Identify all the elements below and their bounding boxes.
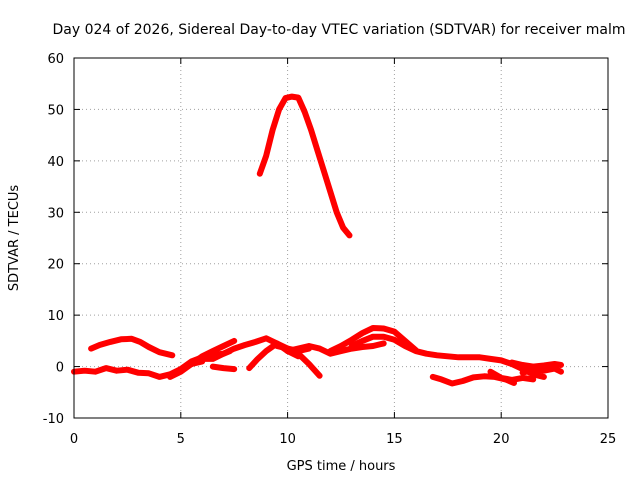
y-tick-label: -10 [43, 412, 64, 427]
x-axis-label: GPS time / hours [287, 459, 396, 474]
x-tick-label: 10 [279, 432, 296, 447]
data-series [71, 93, 564, 387]
series-track-peak [256, 93, 353, 239]
y-tick-label: 30 [47, 206, 64, 221]
y-tick-label: 0 [56, 361, 64, 376]
y-tick-labels: -10 0 10 20 30 40 50 60 [43, 52, 64, 427]
series-track-9 [284, 340, 387, 357]
y-tick-label: 20 [47, 258, 64, 273]
y-tick-label: 50 [47, 103, 64, 118]
x-tick-label: 20 [493, 432, 510, 447]
series-track-15 [519, 365, 564, 376]
x-tick-label: 5 [177, 432, 185, 447]
x-tick-label: 0 [70, 432, 78, 447]
y-tick-label: 60 [47, 52, 64, 67]
series-track-8 [273, 343, 323, 379]
series-track-2 [88, 335, 176, 359]
series-track-6 [209, 363, 238, 373]
chart-title: Day 024 of 2026, Sidereal Day-to-day VTE… [53, 22, 626, 38]
series-track-10 [327, 325, 419, 355]
series-track-13 [487, 368, 537, 383]
plot-frame [73, 57, 609, 419]
x-tick-label: 15 [386, 432, 403, 447]
axis-ticks [73, 57, 609, 419]
y-axis-label: SDTVAR / TECUs [7, 185, 22, 292]
y-tick-label: 10 [47, 309, 64, 324]
y-tick-label: 40 [47, 155, 64, 170]
x-tick-labels: 0 5 10 15 20 25 [70, 432, 616, 447]
series-track-14 [508, 359, 564, 370]
x-tick-label: 25 [600, 432, 617, 447]
